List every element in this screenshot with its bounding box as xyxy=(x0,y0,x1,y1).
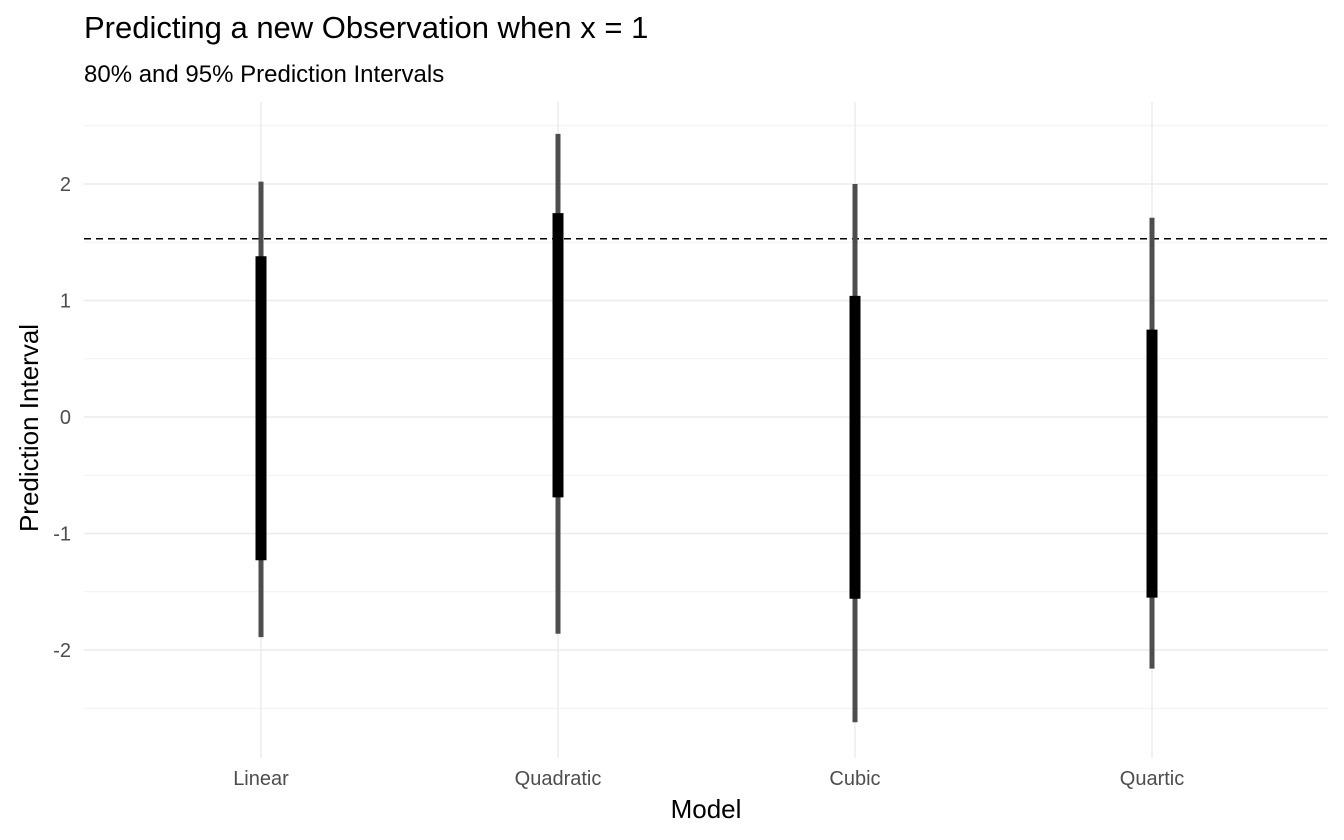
y-axis-title: Prediction Interval xyxy=(14,324,44,532)
y-tick-labels: 2 1 0 -1 -2 xyxy=(53,174,71,662)
y-tick-label: 0 xyxy=(60,407,71,429)
x-tick-label: Quadratic xyxy=(515,768,602,790)
chart-subtitle: 80% and 95% Prediction Intervals xyxy=(84,61,445,88)
interval-marks xyxy=(255,133,1158,723)
x-axis-title: Model xyxy=(671,794,742,824)
chart-title: Predicting a new Observation when x = 1 xyxy=(84,10,649,45)
x-tick-label: Linear xyxy=(233,768,289,790)
y-tick-label: 2 xyxy=(60,174,71,196)
y-tick-label: -2 xyxy=(53,640,71,662)
y-tick-label: 1 xyxy=(60,291,71,313)
x-tick-label: Quartic xyxy=(1120,768,1184,790)
gridlines xyxy=(84,102,1328,758)
x-tick-labels: Linear Quadratic Cubic Quartic xyxy=(233,768,1184,790)
y-tick-label: -1 xyxy=(53,524,71,546)
x-tick-label: Cubic xyxy=(829,768,880,790)
